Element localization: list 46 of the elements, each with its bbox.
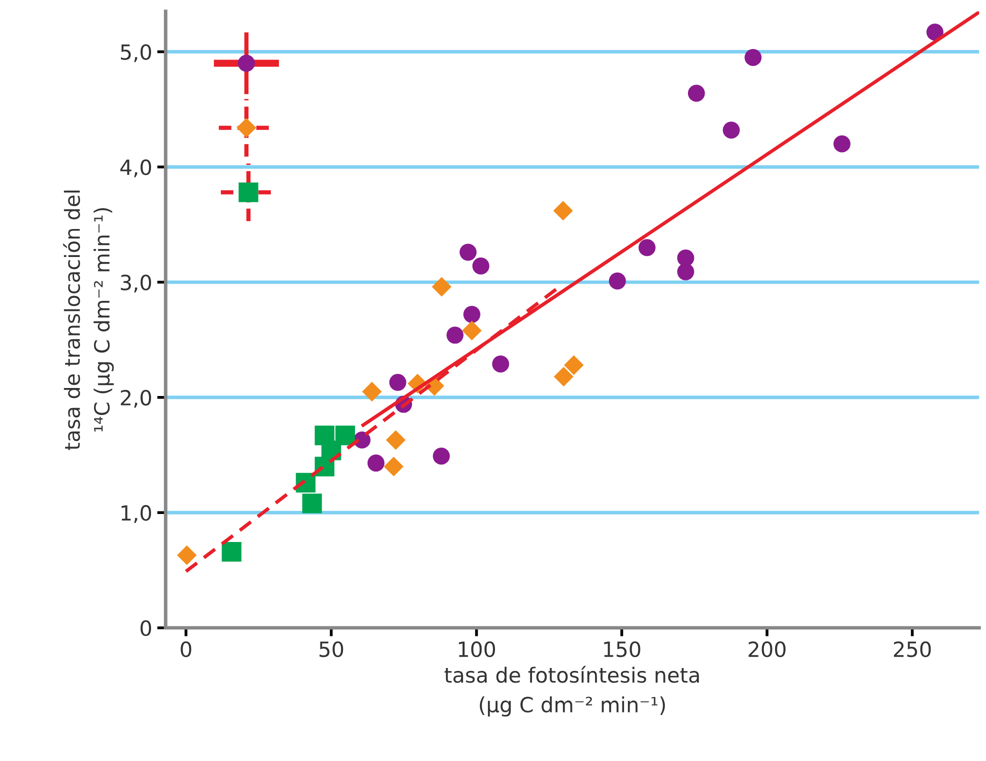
point: [432, 448, 450, 465]
x-tick-label: 100: [458, 641, 495, 658]
point: [833, 135, 850, 152]
y-tick-label: 0: [140, 620, 152, 636]
y-tick-label: 1,0: [122, 505, 152, 523]
point: [677, 249, 694, 266]
point: [688, 84, 705, 102]
x-tick-label: 200: [748, 641, 786, 658]
x-tick-label: 250: [894, 641, 931, 658]
point: [677, 263, 694, 280]
y-tick-label: 5,0: [120, 44, 152, 62]
point: [238, 54, 255, 72]
point: [362, 382, 382, 402]
point: [302, 494, 322, 514]
point: [236, 118, 256, 138]
y-tick-label: 4,0: [120, 159, 152, 178]
y-tick-label: 3,0: [120, 274, 152, 293]
point: [367, 454, 384, 472]
point: [463, 306, 480, 323]
point: [177, 545, 197, 566]
point: [554, 366, 574, 386]
x-tick-label: 150: [604, 641, 640, 658]
point: [446, 326, 464, 344]
point: [553, 200, 573, 221]
point: [386, 430, 406, 450]
point: [384, 456, 404, 476]
y-axis-title: tasa de translocación del ¹⁴C (μg C dm⁻² min⁻¹): [63, 190, 114, 450]
x-tick-label: 50: [320, 641, 344, 658]
point: [335, 426, 356, 446]
point: [722, 122, 740, 139]
point: [744, 48, 762, 66]
x-axis-title: tasa de fotosíntesis neta (μg C dm⁻² min⁻¹): [444, 666, 699, 717]
x-tick-label: 0: [180, 641, 192, 658]
point: [608, 272, 626, 290]
point: [222, 542, 242, 562]
y-tick-label: 2,0: [120, 390, 152, 408]
point: [492, 355, 510, 372]
point: [472, 258, 490, 275]
point: [638, 239, 656, 256]
point: [238, 182, 258, 202]
point: [926, 24, 944, 41]
point: [564, 355, 584, 375]
point: [389, 374, 406, 391]
point: [462, 320, 482, 340]
point: [460, 244, 477, 261]
point: [432, 276, 452, 297]
